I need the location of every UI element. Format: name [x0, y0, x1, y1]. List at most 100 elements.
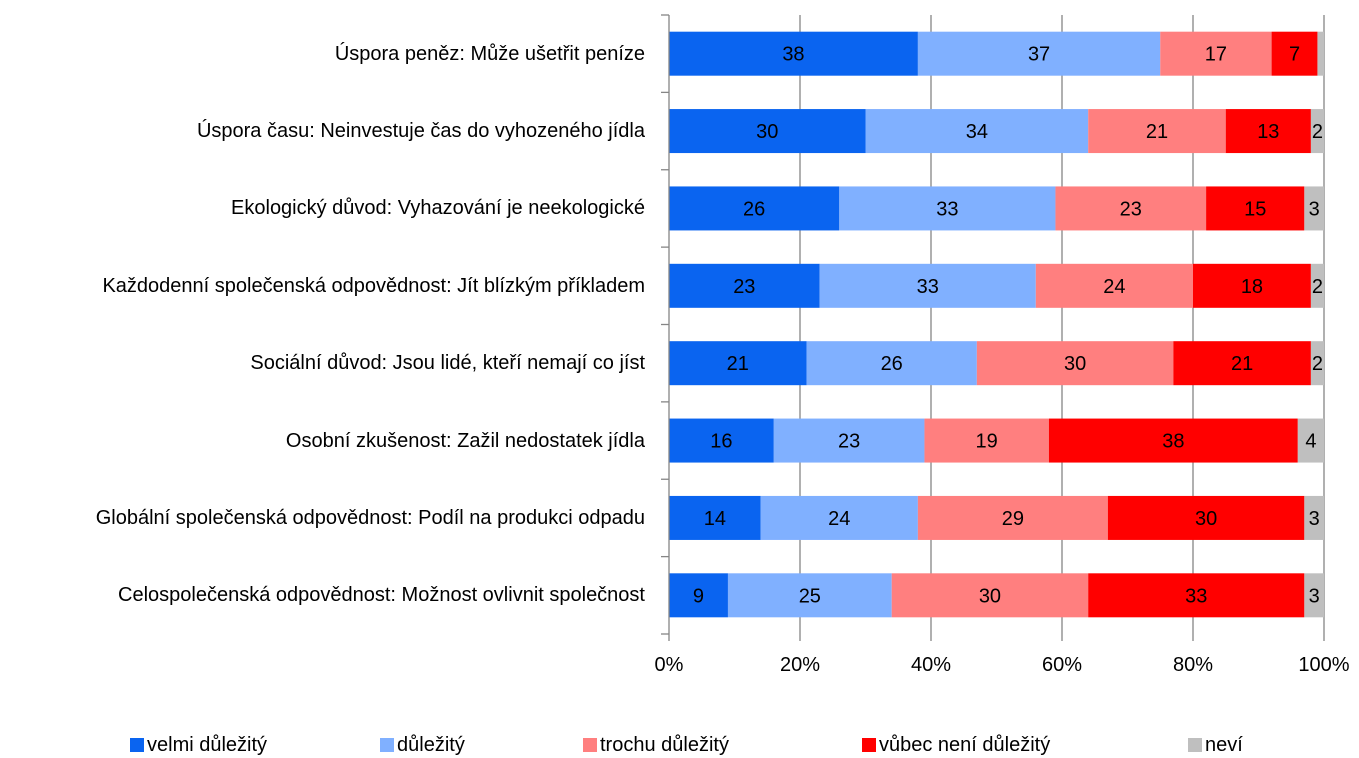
category-label-box: Každodenní společenská odpovědnost: Jít … — [0, 247, 645, 324]
data-label: 21 — [1146, 121, 1168, 143]
bar-segment — [1107, 495, 1305, 540]
bar-segment — [1297, 418, 1324, 463]
category-label-box: Osobní zkušenost: Zažil nedostatek jídla — [0, 402, 645, 479]
legend-swatch — [1188, 738, 1202, 752]
category-label-box: Úspora peněz: Může ušetřit peníze — [0, 15, 645, 92]
legend-label: důležitý — [397, 734, 465, 756]
bar-segment — [1271, 31, 1318, 76]
y-tick-label: Sociální důvod: Jsou lidé, kteří nemají … — [250, 352, 645, 375]
bar-segment — [1055, 186, 1207, 231]
x-tick-label: 40% — [911, 654, 951, 676]
y-tick-label: Úspora času: Neinvestuje čas do vyhozené… — [196, 120, 645, 143]
legend-label: neví — [1205, 734, 1243, 756]
bar-segment — [839, 186, 1056, 231]
y-tick-label: Úspora peněz: Může ušetřit peníze — [334, 42, 645, 65]
data-label: 33 — [1185, 585, 1207, 607]
category-label-box: Úspora času: Neinvestuje čas do vyhozené… — [0, 92, 645, 169]
bar-segment — [1193, 263, 1311, 308]
legend-label: trochu důležitý — [600, 734, 729, 756]
bar-segment — [819, 263, 1036, 308]
x-tick-label: 80% — [1173, 654, 1213, 676]
category-label-box: Sociální důvod: Jsou lidé, kteří nemají … — [0, 325, 645, 402]
data-label: 38 — [782, 44, 804, 66]
data-label: 23 — [1120, 198, 1142, 220]
bar-segment — [1317, 31, 1324, 76]
data-label: 7 — [1289, 44, 1300, 66]
data-label: 37 — [1028, 44, 1050, 66]
bar-segment — [727, 573, 892, 618]
y-tick-label: Každodenní společenská odpovědnost: Jít … — [102, 274, 645, 297]
bar-segment — [669, 263, 820, 308]
y-tick-label: Osobní zkušenost: Zažil nedostatek jídla — [285, 429, 645, 452]
legend-swatch — [130, 738, 144, 752]
data-label: 4 — [1305, 431, 1316, 453]
bar-segment — [1173, 341, 1311, 386]
bar-segment — [806, 341, 977, 386]
data-label: 23 — [733, 276, 755, 298]
x-tick-label: 60% — [1042, 654, 1082, 676]
legend-swatch — [583, 738, 597, 752]
bar-segment — [760, 495, 918, 540]
bar-segment — [1310, 109, 1324, 154]
data-label: 30 — [979, 585, 1001, 607]
data-label: 26 — [881, 353, 903, 375]
bar-segment — [669, 573, 728, 618]
x-tick-label: 0% — [655, 654, 684, 676]
data-label: 15 — [1244, 198, 1266, 220]
bar-segment — [917, 495, 1108, 540]
data-label: 24 — [1103, 276, 1125, 298]
category-label-box: Celospolečenská odpovědnost: Možnost ovl… — [0, 557, 645, 634]
legend-label: vůbec není důležitý — [879, 734, 1050, 756]
bar-segment — [1304, 186, 1324, 231]
bar-segment — [669, 31, 918, 76]
bar-segment — [1206, 186, 1305, 231]
y-tick-label: Ekologický důvod: Vyhazování je neekolog… — [231, 197, 645, 220]
legend-label: velmi důležitý — [147, 734, 267, 756]
bar-segment — [865, 109, 1089, 154]
data-label: 33 — [936, 198, 958, 220]
data-label: 26 — [743, 198, 765, 220]
bar-segment — [1225, 109, 1311, 154]
data-label: 38 — [1162, 431, 1184, 453]
bar-segment — [924, 418, 1049, 463]
bar-segment — [891, 573, 1089, 618]
data-label: 25 — [799, 585, 821, 607]
bar-segment — [976, 341, 1174, 386]
legend-swatch — [380, 738, 394, 752]
data-label: 3 — [1309, 585, 1320, 607]
x-tick-label: 20% — [780, 654, 820, 676]
category-label-box: Globální společenská odpovědnost: Podíl … — [0, 479, 645, 556]
data-label: 21 — [727, 353, 749, 375]
bar-segment — [1310, 341, 1324, 386]
data-label: 33 — [917, 276, 939, 298]
bar-segment — [669, 495, 761, 540]
bar-segment — [669, 186, 840, 231]
data-label: 16 — [710, 431, 732, 453]
y-tick-label: Celospolečenská odpovědnost: Možnost ovl… — [118, 584, 645, 607]
bar-segment — [1035, 263, 1193, 308]
data-label: 9 — [693, 585, 704, 607]
data-label: 18 — [1241, 276, 1263, 298]
bar-segment — [917, 31, 1161, 76]
data-label: 21 — [1231, 353, 1253, 375]
bar-segment — [1304, 495, 1324, 540]
data-label: 17 — [1205, 44, 1227, 66]
data-label: 34 — [966, 121, 988, 143]
data-label: 2 — [1312, 276, 1323, 298]
data-label: 13 — [1257, 121, 1279, 143]
x-tick-label: 100% — [1298, 654, 1349, 676]
data-label: 23 — [838, 431, 860, 453]
data-label: 24 — [828, 508, 850, 530]
data-label: 3 — [1309, 198, 1320, 220]
legend-swatch — [862, 738, 876, 752]
bar-segment — [1310, 263, 1324, 308]
bar-segment — [1048, 418, 1298, 463]
bar-segment — [1304, 573, 1324, 618]
data-label: 3 — [1309, 508, 1320, 530]
data-label: 30 — [756, 121, 778, 143]
data-label: 14 — [704, 508, 726, 530]
data-label: 30 — [1195, 508, 1217, 530]
bar-segment — [669, 341, 807, 386]
